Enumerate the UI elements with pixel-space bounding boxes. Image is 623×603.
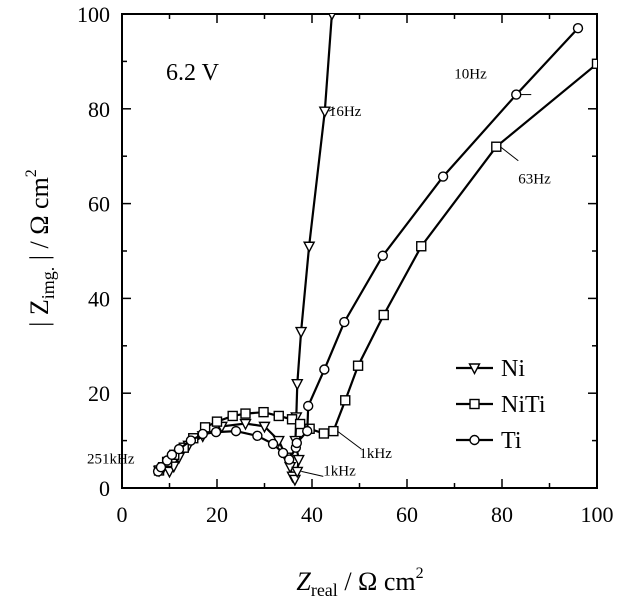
data-point-niti <box>318 428 330 439</box>
y-axis-title-sub: img. <box>38 267 58 300</box>
x-axis-title-main: Z <box>296 567 311 596</box>
legend: Ni NiTi Ti <box>456 356 546 454</box>
legend-marker <box>469 398 480 410</box>
annotation-leader <box>337 430 362 450</box>
annotation: 251kHz <box>87 451 135 467</box>
data-point-ti <box>277 447 289 459</box>
annotation-label: 10Hz <box>454 67 487 83</box>
data-point-ti <box>284 454 295 465</box>
x-axis-title-sup: 2 <box>416 565 424 582</box>
data-point-ti <box>339 316 350 328</box>
y-axis-title-sup: 2 <box>23 169 40 177</box>
legend-label: Ni <box>501 356 525 382</box>
data-point-ti <box>302 425 313 437</box>
legend-label: NiTi <box>501 392 546 418</box>
y-tick-label: 20 <box>88 381 110 406</box>
data-point-ti <box>319 364 330 375</box>
voltage-label: 6.2 V <box>166 60 220 86</box>
y-tick-label: 60 <box>88 192 110 217</box>
series-layer <box>152 14 597 487</box>
data-point-ni <box>302 241 316 254</box>
data-point-ti <box>185 435 197 446</box>
tick-labels: 0 20 40 60 80 100 0 20 40 60 80 100 <box>77 2 614 527</box>
data-point-ti <box>303 400 314 412</box>
annotation-leader <box>301 470 324 477</box>
data-point-niti <box>240 408 251 419</box>
x-tick-label: 60 <box>396 502 418 527</box>
x-axis-title: Zreal / Ω cm2 <box>296 565 423 600</box>
x-tick-label: 20 <box>206 502 228 527</box>
data-point-ti <box>267 438 279 450</box>
data-point-ti <box>197 428 208 440</box>
y-tick-label: 80 <box>88 97 110 122</box>
annotation-label: 63Hz <box>518 172 551 188</box>
data-point-niti <box>352 360 364 371</box>
data-point-ti <box>210 426 222 438</box>
y-axis-title-main: | Z <box>25 299 54 327</box>
annotation-label: 16Hz <box>329 104 362 120</box>
legend-entry-ni: Ni <box>456 356 525 382</box>
data-point-niti <box>294 418 306 430</box>
data-point-ti <box>437 171 449 182</box>
annotation: 63Hz <box>499 146 551 188</box>
x-axis-title-sub: real <box>311 580 338 600</box>
data-point-niti <box>491 141 502 152</box>
x-axis-title-unit: / Ω cm <box>338 567 416 596</box>
y-tick-label: 40 <box>88 286 110 311</box>
y-axis-title-unit: | / Ω cm <box>25 177 54 267</box>
legend-marker <box>468 363 481 376</box>
data-point-ni <box>294 326 308 339</box>
data-point-ni <box>258 421 271 434</box>
x-tick-label: 100 <box>581 502 614 527</box>
annotation-leader <box>499 146 519 162</box>
data-point-niti <box>378 309 389 321</box>
legend-label: Ti <box>501 428 522 454</box>
data-point-ti <box>511 89 522 100</box>
data-point-ti <box>230 425 242 437</box>
data-point-ni <box>239 418 252 431</box>
data-point-ni <box>291 379 304 391</box>
data-point-ni <box>328 14 336 22</box>
y-tick-label: 0 <box>99 476 110 501</box>
annotation-label: 1kHz <box>359 446 392 462</box>
data-point-ti <box>377 250 388 261</box>
legend-entry-niti: NiTi <box>456 392 546 418</box>
x-tick-label: 40 <box>301 502 323 527</box>
data-point-ni <box>318 106 331 119</box>
data-point-ti <box>173 443 185 455</box>
data-point-ti <box>291 437 302 449</box>
data-point-ti <box>155 461 167 473</box>
legend-entry-ti: Ti <box>456 428 522 454</box>
data-point-ti <box>572 23 584 34</box>
data-point-niti <box>227 410 238 422</box>
annotation-label: 251kHz <box>87 451 135 467</box>
annotation: 1kHz <box>301 463 356 479</box>
annotation: 16Hz <box>328 104 362 120</box>
data-point-niti <box>258 406 269 418</box>
data-point-niti <box>328 425 339 437</box>
data-point-niti <box>591 58 597 69</box>
data-point-ni <box>292 454 305 467</box>
annotation: 10Hz <box>454 67 532 96</box>
legend-marker <box>469 434 480 446</box>
data-point-niti <box>416 241 427 252</box>
x-tick-label: 0 <box>117 502 128 527</box>
y-axis-title: | Zimg. | / Ω cm2 <box>23 169 58 327</box>
data-point-niti <box>273 410 284 422</box>
y-tick-label: 100 <box>77 2 110 27</box>
annotation: 1kHz <box>337 430 392 462</box>
annotation-label: 1kHz <box>323 463 356 479</box>
x-tick-label: 80 <box>491 502 513 527</box>
data-point-niti <box>340 395 351 406</box>
axis-ticks <box>121 13 598 489</box>
data-point-ti <box>166 449 178 461</box>
data-point-ni <box>291 466 304 479</box>
annotation-leader <box>328 107 336 112</box>
series-ti <box>152 23 584 477</box>
data-point-niti <box>211 416 223 427</box>
data-point-ti <box>252 430 263 442</box>
